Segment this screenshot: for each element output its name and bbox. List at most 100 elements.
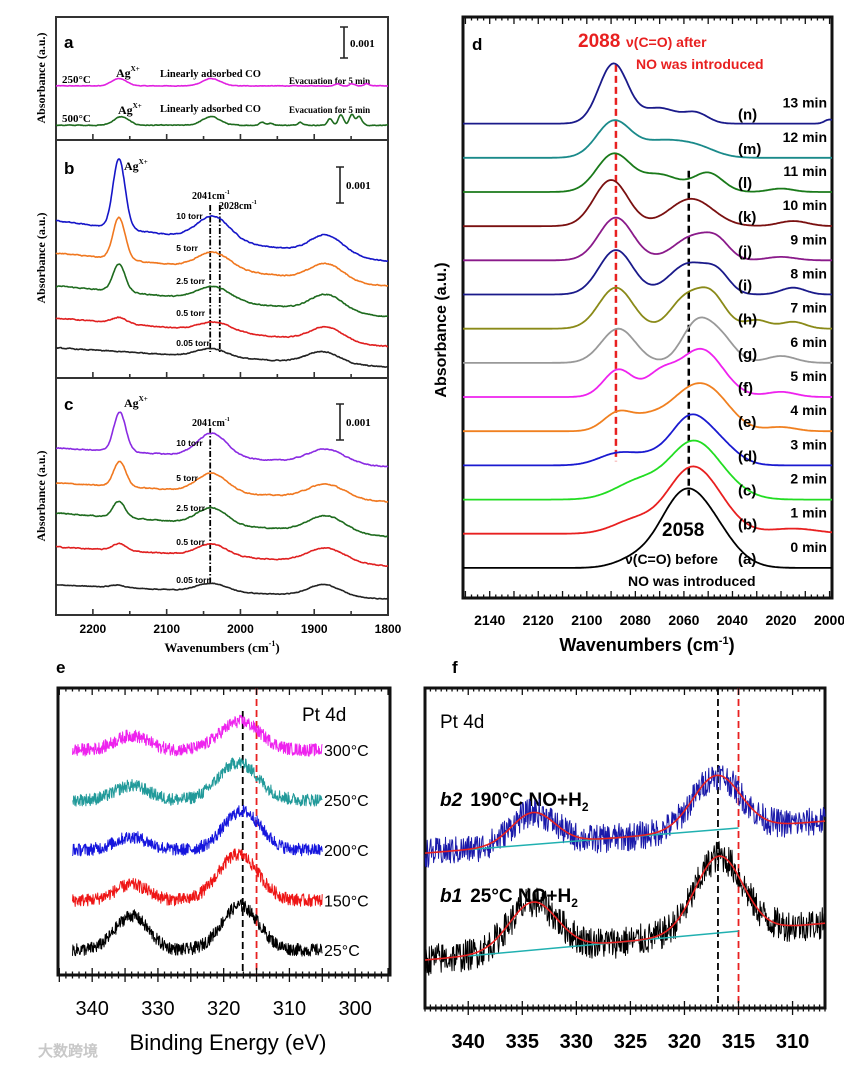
series-line-d-12 (463, 119, 832, 159)
fit-line-b2 (424, 774, 826, 854)
panel-b-2028-label: 2028cm-1 (219, 200, 257, 212)
x-tick-label: 2200 (80, 622, 107, 636)
x-tick-label: 2000 (227, 622, 254, 636)
series-label: 10 torr (176, 211, 203, 221)
series-time-label: 3 min (790, 436, 827, 452)
x-tick-label: 2060 (668, 612, 699, 628)
scale-bar-label: 0.001 (346, 417, 371, 429)
panel-b-frame (55, 139, 389, 379)
annotation-before: ν(C=O) before (625, 551, 718, 567)
scale-bar (340, 26, 348, 59)
series-line-d-4 (463, 382, 832, 433)
series-label: (f) (738, 380, 753, 397)
series-label: 150°C (324, 893, 369, 910)
panel-b-2041-label: 2041cm-1 (192, 190, 230, 202)
x-tick-label: 320 (207, 998, 240, 1020)
x-tick-label: 300 (338, 998, 371, 1020)
x-tick-label: 2020 (765, 612, 796, 628)
series-time-label: 10 min (783, 197, 827, 213)
panel-c-frame (55, 377, 389, 616)
series-line-b-4 (55, 346, 389, 368)
series-line-d-3 (463, 413, 832, 467)
panel-b-ag-label: AgX+ (124, 158, 148, 173)
series-label: 250°C (62, 74, 91, 86)
series-line-e-4 (72, 899, 323, 957)
series-time-label: 8 min (790, 266, 827, 282)
series-line-b-1 (55, 216, 389, 287)
series-label: (b) (738, 517, 757, 534)
series-label: (e) (738, 414, 756, 431)
series-label: 25°C (324, 943, 360, 960)
series-line-a-0 (55, 77, 389, 87)
annotation-after-2: NO was introduced (636, 56, 764, 72)
x-tick-label: 2000 (814, 612, 844, 628)
chart-marks: 250°C 500°C 10 torr 5 torr 2.5 torr 0.5 torr 0… (55, 17, 844, 1053)
series-label: 0.05 torr (176, 338, 210, 348)
scale-bar (336, 403, 344, 441)
series-label: (n) (738, 107, 757, 124)
x-tick-label: 340 (452, 1031, 485, 1053)
series-label: 5 torr (176, 243, 198, 253)
x-tick-label: 2040 (717, 612, 748, 628)
series-line-b-3 (55, 316, 389, 348)
series-line-b-0 (55, 158, 389, 262)
series-line-b-2 (55, 263, 389, 318)
x-tick-label: 2080 (620, 612, 651, 628)
series-label: (c) (738, 483, 756, 500)
y-axis-title-a: Absorbance (a.u.) (34, 32, 48, 123)
series-label: 500°C (62, 113, 91, 125)
x-tick-label: 310 (776, 1031, 809, 1053)
x-tick-label: 1800 (375, 622, 402, 636)
x-axis-title-c: Wavenumbers (cm-1) (164, 639, 279, 655)
panel-a-marks: 250°C 500°C (55, 74, 389, 140)
x-axis-e: 340 330 320 310 300 (58, 688, 389, 1020)
series-label: 250°C (324, 793, 369, 810)
panel-a-ag-label-2: AgX+ (118, 102, 142, 117)
annotation-after: ν(C=O) after (626, 34, 707, 50)
series-label: (g) (738, 346, 757, 363)
series-line-d-9 (463, 216, 832, 262)
x-tick-label: 340 (75, 998, 108, 1020)
series-line-c-2 (55, 500, 389, 538)
panel-f-marks: 340 335 330 325 320 315 310 (424, 688, 826, 1053)
panel-a-co-label-2: Linearly adsorbed CO (160, 104, 261, 115)
series-line-a-1 (55, 113, 389, 127)
series-line-c-4 (55, 582, 389, 600)
panel-e-marks: 300°C 250°C 200°C 150°C 25°C 340 330 320 310 300 (58, 688, 389, 1020)
x-tick-label: 2100 (153, 622, 180, 636)
series-line-e-0 (72, 714, 323, 757)
series-line-f-1 (424, 841, 826, 976)
panel-c-2041-label: 2041cm-1 (192, 417, 230, 429)
series-label: (j) (738, 243, 752, 260)
scale-bar (336, 166, 344, 204)
panel-e-title: e (56, 658, 65, 677)
x-axis-d: 2140 2120 2100 2080 2060 2040 2020 2000 (464, 17, 844, 628)
pt4d-label-f: Pt 4d (440, 712, 484, 733)
panel-d: d 2088 ν(C=O) after NO was introduced 20… (461, 15, 834, 655)
series-line-c-3 (55, 542, 389, 567)
series-label: 0.5 torr (176, 308, 206, 318)
series-label: (k) (738, 209, 756, 226)
series-time-label: 6 min (790, 334, 827, 350)
series-line-c-1 (55, 460, 389, 503)
series-line-d-7 (463, 286, 832, 330)
series-time-label: 5 min (790, 368, 827, 384)
y-axis-title-c: Absorbance (a.u.) (34, 450, 48, 541)
panel-a-co-label: Linearly adsorbed CO (160, 69, 261, 80)
x-tick-label: 330 (141, 998, 174, 1020)
x-tick-label: 2100 (571, 612, 602, 628)
panel-d-title: d (472, 35, 482, 54)
series-line-f-0 (424, 765, 826, 868)
series-time-label: 7 min (790, 300, 827, 316)
annotation-2088: 2088 (578, 31, 620, 52)
series-time-label: 4 min (790, 402, 827, 418)
scale-bar-label: 0.001 (346, 180, 371, 192)
panel-a-ag-label: AgX+ (116, 65, 140, 80)
panel-c-ag-label: AgX+ (124, 395, 148, 410)
series-label: 2.5 torr (176, 503, 206, 513)
series-label: (m) (738, 141, 761, 158)
y-axis-title-b: Absorbance (a.u.) (34, 212, 48, 303)
x-axis-a (55, 134, 389, 140)
series-label: (a) (738, 551, 756, 568)
